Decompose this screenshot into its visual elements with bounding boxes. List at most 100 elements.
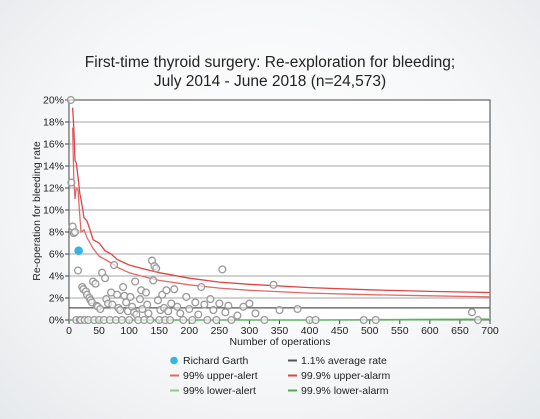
surgeon-point: [371, 315, 380, 325]
surgeon-point: [122, 298, 131, 307]
surgeon-point: [149, 276, 158, 285]
y-axis-label: Re-operation for bleeding rate: [31, 141, 43, 281]
y-tick-label: 20%: [43, 95, 64, 107]
legend: Richard Garth 1.1% average rate 99% upper-…: [170, 355, 391, 397]
surgeon-point: [67, 178, 76, 187]
surgeon-point: [206, 295, 215, 304]
surgeon-point: [467, 308, 477, 317]
surgeon-point: [194, 310, 203, 319]
surgeon-point: [179, 315, 188, 325]
surgeon-point: [224, 301, 233, 310]
legend-label-99-9-lower-alarm: 99.9% lower-alarm: [301, 385, 389, 397]
surgeon-point: [233, 311, 242, 320]
x-tick-label: 50: [93, 325, 105, 337]
y-tick-label: 6%: [49, 249, 64, 261]
99-9-upper-alarm-line: [71, 107, 491, 294]
surgeon-point: [113, 290, 122, 299]
x-tick-label: 450: [331, 325, 349, 337]
surgeon-point: [91, 279, 100, 288]
surgeon-point: [108, 300, 117, 309]
surgeon-point: [70, 227, 80, 237]
surgeon-point: [96, 304, 105, 314]
surgeon-point: [110, 260, 119, 270]
x-axis-label: Number of operations: [230, 336, 331, 348]
surgeon-point: [227, 315, 236, 325]
surgeon-point: [239, 302, 248, 311]
surgeon-point: [144, 309, 153, 318]
x-tick-label: 100: [120, 325, 138, 337]
99-upper-alert-line: [71, 127, 491, 298]
surgeon-point: [359, 315, 368, 325]
x-tick-label: 0: [66, 325, 72, 337]
y-tick-label: 4%: [49, 271, 64, 283]
surgeon-point: [153, 296, 163, 305]
x-tick-label: 200: [181, 325, 199, 337]
surgeon-point: [125, 315, 134, 325]
x-axis-ticks: 0 50 100 150 200 250 300 350 400 450 500 550 600 650 7…: [66, 320, 499, 337]
x-tick-label: 250: [211, 325, 229, 337]
surgeon-point: [170, 285, 179, 294]
surgeon-point: [152, 264, 161, 273]
chart-title-line-1: First-time thyroid surgery: Re-explorati…: [85, 54, 455, 71]
surgeon-point: [209, 306, 218, 315]
surgeon-point: [164, 307, 173, 316]
surgeon-points: [66, 95, 483, 325]
x-tick-label: 550: [391, 325, 409, 337]
surgeon-point: [66, 95, 75, 105]
y-tick-label: 8%: [49, 227, 64, 239]
y-tick-label: 0%: [49, 315, 64, 327]
x-tick-label: 400: [301, 325, 319, 337]
legend-label-1-1-average-rate: 1.1% average rate: [301, 355, 387, 367]
legend-label-richard-garth: Richard Garth: [183, 355, 249, 367]
chart-title-line-2: July 2014 - June 2018 (n=24,573): [154, 73, 386, 90]
y-tick-label: 10%: [43, 205, 64, 217]
surgeon-point: [188, 315, 197, 325]
surgeon-point: [182, 292, 191, 301]
surgeon-point: [167, 299, 176, 308]
y-tick-label: 18%: [43, 117, 64, 129]
surgeon-point: [197, 282, 206, 292]
surgeon-point: [173, 302, 182, 311]
surgeon-point: [212, 315, 221, 325]
x-tick-label: 650: [451, 325, 469, 337]
surgeon-point: [275, 306, 284, 315]
surgeon-point: [117, 315, 126, 325]
surgeon-point: [73, 266, 83, 275]
x-tick-label: 150: [150, 325, 168, 337]
x-tick-label: 500: [361, 325, 379, 337]
surgeon-point: [146, 315, 155, 325]
x-tick-label: 300: [241, 325, 259, 337]
y-tick-label: 12%: [43, 183, 64, 195]
surgeon-point: [245, 299, 254, 308]
surgeon-point: [215, 299, 224, 308]
legend-label-99-9-upper-alarm: 99.9% upper-alarm: [301, 370, 391, 382]
surgeon-point: [191, 298, 200, 307]
surgeon-point: [221, 308, 230, 317]
surgeon-point: [203, 315, 212, 325]
surgeon-point: [200, 300, 209, 309]
surgeon-point: [101, 274, 110, 283]
y-tick-label: 16%: [43, 139, 64, 151]
x-tick-label: 350: [271, 325, 289, 337]
surgeon-point: [126, 292, 135, 301]
surgeon-point: [473, 315, 483, 325]
surgeon-point: [293, 304, 302, 314]
surgeon-point: [311, 315, 320, 325]
x-tick-label: 600: [421, 325, 439, 337]
legend-swatch-richard-garth: [170, 356, 178, 365]
y-tick-label: 14%: [43, 161, 64, 173]
surgeon-point: [131, 277, 140, 286]
surgeon-point: [162, 286, 171, 295]
highlight-surgeon-point: [74, 246, 83, 255]
surgeon-point: [185, 304, 194, 314]
surgeon-point: [165, 315, 175, 325]
legend-label-99-lower-alert: 99% lower-alert: [183, 385, 256, 397]
surgeon-point: [135, 295, 145, 304]
y-tick-label: 2%: [49, 293, 64, 305]
surgeon-point: [119, 282, 128, 292]
surgeon-point: [218, 265, 227, 274]
surgeon-point: [143, 300, 152, 309]
surgeon-point: [176, 309, 185, 318]
y-axis-ticks: 0% 2% 4% 6% 8% 10% 12% 14% 16% 18% 20%: [43, 95, 69, 327]
